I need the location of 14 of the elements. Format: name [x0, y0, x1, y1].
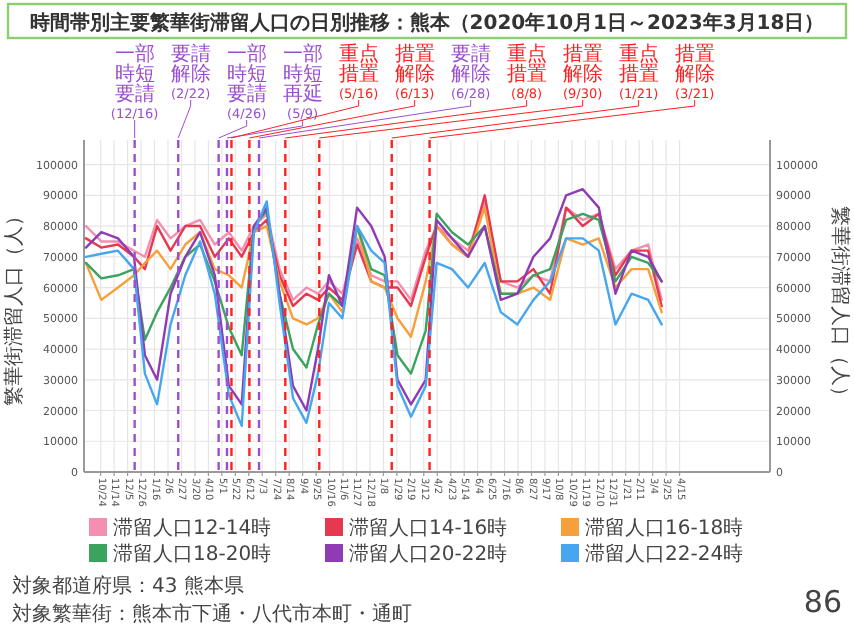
line-series	[84, 209, 663, 375]
legend-label: 滞留人口14-16時	[349, 516, 508, 540]
text: 対象都道府県：43 熊本県	[12, 574, 244, 598]
legend-label: 滞留人口22-24時	[585, 542, 744, 566]
text: 対象繁華街：熊本市下通・八代市本町・通町	[12, 602, 412, 626]
chart-title: 時間帯別主要繁華街滞留人口の日別推移：熊本（2020年10月1日～2023年3月18日）	[29, 11, 825, 35]
legend-label: 滞留人口12-14時	[113, 516, 272, 540]
y2-axis-title: 繁華街滞留人口（人）	[828, 206, 852, 406]
legend-label: 滞留人口16-18時	[585, 516, 744, 540]
line-series	[84, 206, 663, 338]
text: 86	[803, 584, 842, 620]
y-axis-title: 繁華街滞留人口（人）	[2, 206, 26, 406]
legend-label: 滞留人口18-20時	[113, 542, 272, 566]
legend-label: 滞留人口20-22時	[349, 542, 508, 566]
